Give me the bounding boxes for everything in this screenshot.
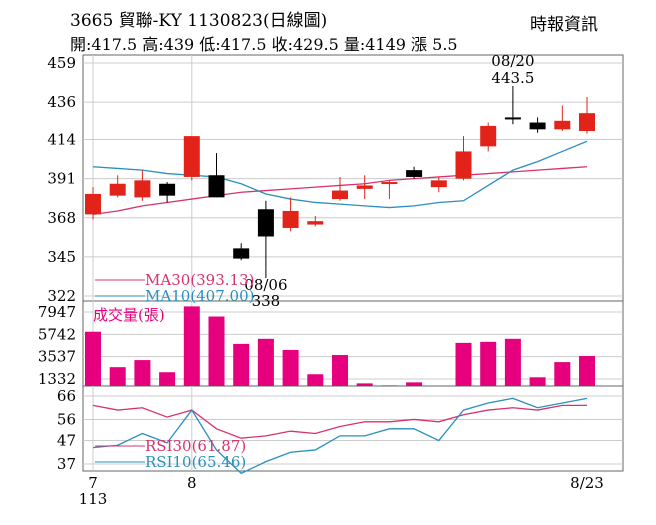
volume-bar [480,341,497,386]
volume-bar [109,367,126,386]
candle-body [109,183,126,196]
price-tick-label: 391 [47,170,76,188]
candle-body [356,185,373,189]
rsi-tick-label: 66 [57,387,76,405]
candle-body [159,183,176,196]
price-tick-label: 368 [47,209,76,227]
candle-body [183,136,200,177]
candle-body [455,151,472,179]
ma10-legend-label: MA10(407.00) [145,287,254,305]
candle-body [430,180,447,188]
rsi10-line [92,397,588,475]
volume-bar [356,383,373,386]
ma10-line [92,140,588,209]
candle-body [85,193,101,215]
annotation-high-date: 08/20 [491,52,534,70]
candle-body [579,113,595,132]
volume-bar [579,356,595,386]
price-tick-label: 345 [47,248,76,266]
volume-bar [381,385,398,386]
volume-bar [159,372,176,386]
panel-frame [82,54,624,302]
annotation-low-value: 338 [252,292,281,310]
ma30-legend-label: MA30(393.13) [145,271,254,289]
rsi30-line [92,404,587,439]
x-axis-label-month7: 7 [88,474,98,492]
candle-body [554,120,571,130]
volume-bar [85,331,101,386]
candle-body [307,221,324,225]
candle-body [208,175,225,198]
volume-bar [554,362,571,386]
volume-tick-label: 3537 [38,348,76,366]
candle-body [406,170,423,177]
candle-body [504,117,521,120]
candle-body [332,190,348,200]
annotation-high-value: 443.5 [491,69,534,87]
x-axis-label-last-date: 8/23 [570,474,604,492]
volume-bar [257,338,274,386]
volume-bar [233,343,250,386]
candle-body [233,248,250,259]
price-tick-label: 459 [47,54,76,72]
volume-bar [183,306,200,386]
x-axis-label-year: 113 [79,490,108,508]
rsi-tick-label: 47 [57,432,76,450]
volume-bar [504,338,521,386]
annotation-low-date: 08/06 [244,276,287,294]
volume-bar [307,374,324,386]
candle-body [257,209,274,237]
candle-body [529,122,546,130]
volume-bar [282,349,299,386]
volume-bar [455,342,472,386]
x-axis-label-month8: 8 [187,474,197,492]
volume-bar [332,355,348,386]
price-tick-label: 436 [47,93,76,111]
candle-body [381,182,398,185]
rsi30-legend-label: RSI30(61.87) [145,437,246,455]
quote-summary: 開:417.5 高:439 低:417.5 收:429.5 量:4149 漲 5… [70,35,458,54]
volume-bar [529,377,546,386]
volume-title: 成交量(張) [93,306,165,324]
volume-bar [208,316,225,386]
volume-bar [406,382,423,386]
chart-title: 3665 貿聯-KY 1130823(日線圖) [70,11,328,31]
volume-tick-label: 1332 [38,370,76,388]
volume-tick-label: 7947 [38,303,76,321]
candle-body [480,125,497,147]
volume-tick-label: 5742 [38,325,76,343]
volume-bar [134,360,151,386]
rsi-tick-label: 56 [57,410,76,428]
candle-body [282,210,299,228]
rsi-tick-label: 37 [57,455,76,473]
price-tick-label: 322 [47,287,76,305]
rsi10-legend-label: RSI10(65.46) [145,453,246,471]
price-tick-label: 414 [47,131,76,149]
publisher-label: 時報資訊 [530,15,598,35]
candle-body [134,180,151,198]
panel-frame [82,385,624,472]
